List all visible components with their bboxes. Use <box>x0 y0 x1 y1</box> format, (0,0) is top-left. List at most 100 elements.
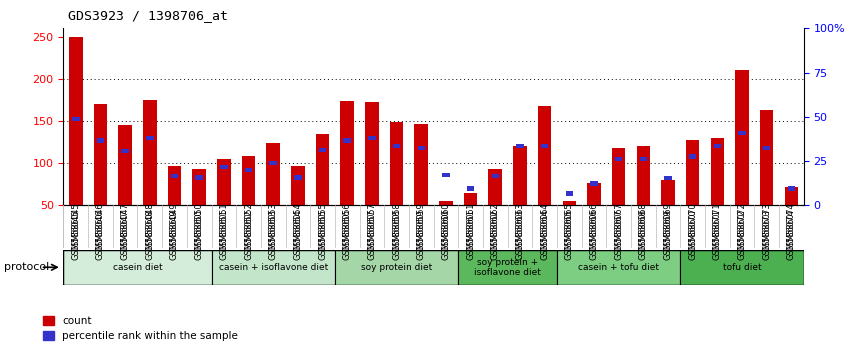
Text: GSM586074: GSM586074 <box>787 209 796 260</box>
Bar <box>195 175 203 179</box>
Text: GDS3923 / 1398706_at: GDS3923 / 1398706_at <box>68 9 228 22</box>
Text: GSM586053: GSM586053 <box>269 209 277 260</box>
Bar <box>242 156 255 205</box>
Bar <box>365 103 379 205</box>
Text: GSM586055: GSM586055 <box>318 209 327 259</box>
Bar <box>664 176 672 181</box>
Bar <box>439 201 453 205</box>
Text: GSM586052: GSM586052 <box>244 202 253 251</box>
Bar <box>94 104 107 205</box>
Bar <box>343 138 351 143</box>
Text: GSM586064: GSM586064 <box>540 202 549 251</box>
Bar <box>464 193 477 205</box>
Bar <box>393 144 400 148</box>
Bar <box>541 144 548 148</box>
Bar <box>563 201 576 205</box>
Bar <box>390 122 404 205</box>
Bar <box>662 180 675 205</box>
Bar <box>266 143 280 205</box>
Text: GSM586065: GSM586065 <box>565 209 574 260</box>
Text: GSM586064: GSM586064 <box>540 209 549 260</box>
Text: GSM586045: GSM586045 <box>71 209 80 259</box>
Bar <box>442 173 449 177</box>
Text: GSM586058: GSM586058 <box>392 202 401 251</box>
Text: GSM586063: GSM586063 <box>515 209 525 260</box>
Text: GSM586071: GSM586071 <box>713 209 722 260</box>
Text: GSM586070: GSM586070 <box>688 202 697 251</box>
Text: GSM586060: GSM586060 <box>442 202 450 251</box>
Bar <box>640 157 647 161</box>
Text: GSM586048: GSM586048 <box>146 209 154 260</box>
Text: GSM586048: GSM586048 <box>146 202 154 251</box>
Text: protocol: protocol <box>4 262 49 272</box>
Bar <box>735 70 749 205</box>
Text: GSM586068: GSM586068 <box>639 202 648 251</box>
Bar <box>143 100 157 205</box>
Bar <box>711 138 724 205</box>
Bar <box>488 169 502 205</box>
Text: GSM586066: GSM586066 <box>590 202 598 251</box>
Bar <box>96 138 104 143</box>
Text: GSM586051: GSM586051 <box>219 202 228 251</box>
Text: GSM586054: GSM586054 <box>294 209 302 259</box>
Bar <box>217 159 231 205</box>
Text: GSM586066: GSM586066 <box>590 209 598 260</box>
Text: GSM586045: GSM586045 <box>71 202 80 251</box>
Bar <box>168 166 181 205</box>
Bar <box>636 146 650 205</box>
Bar <box>63 250 211 285</box>
Bar <box>788 186 795 190</box>
Text: GSM586058: GSM586058 <box>392 209 401 260</box>
Bar <box>492 174 499 178</box>
Text: soy protein diet: soy protein diet <box>361 263 432 272</box>
Text: GSM586060: GSM586060 <box>442 209 450 260</box>
Bar <box>760 110 773 205</box>
Bar <box>368 136 376 140</box>
Text: GSM586062: GSM586062 <box>491 202 500 251</box>
Text: GSM586047: GSM586047 <box>121 209 129 260</box>
Text: GSM586073: GSM586073 <box>762 202 772 251</box>
Text: GSM586053: GSM586053 <box>269 202 277 251</box>
Text: GSM586049: GSM586049 <box>170 202 179 251</box>
Bar <box>192 169 206 205</box>
Text: GSM586050: GSM586050 <box>195 209 204 259</box>
Legend: count, percentile rank within the sample: count, percentile rank within the sample <box>39 312 242 345</box>
Bar <box>689 154 696 159</box>
Text: GSM586056: GSM586056 <box>343 209 352 260</box>
Text: GSM586062: GSM586062 <box>491 209 500 260</box>
Text: GSM586067: GSM586067 <box>614 202 624 251</box>
Bar <box>587 183 601 205</box>
Bar <box>335 250 459 285</box>
Bar <box>72 117 80 121</box>
Bar <box>467 186 475 190</box>
Bar <box>220 165 228 170</box>
Text: GSM586072: GSM586072 <box>738 202 746 251</box>
Bar <box>294 175 301 179</box>
Text: GSM586050: GSM586050 <box>195 202 204 251</box>
Bar <box>763 146 771 150</box>
Bar <box>538 106 552 205</box>
Bar <box>459 250 557 285</box>
Text: GSM586069: GSM586069 <box>663 209 673 260</box>
Text: GSM586074: GSM586074 <box>787 202 796 251</box>
Text: GSM586049: GSM586049 <box>170 209 179 259</box>
Bar <box>118 125 132 205</box>
Text: GSM586055: GSM586055 <box>318 202 327 251</box>
Bar <box>418 146 425 150</box>
Bar <box>316 134 329 205</box>
Text: GSM586046: GSM586046 <box>96 202 105 251</box>
Text: GSM586068: GSM586068 <box>639 209 648 260</box>
Text: GSM586061: GSM586061 <box>466 209 475 260</box>
Bar <box>591 181 597 185</box>
Text: GSM586069: GSM586069 <box>663 202 673 251</box>
Bar <box>340 101 354 205</box>
Text: GSM586073: GSM586073 <box>762 209 772 260</box>
Bar <box>291 166 305 205</box>
Text: GSM586059: GSM586059 <box>417 209 426 259</box>
Text: GSM586051: GSM586051 <box>219 209 228 259</box>
Bar <box>557 250 680 285</box>
Text: GSM586052: GSM586052 <box>244 209 253 259</box>
Text: soy protein +
isoflavone diet: soy protein + isoflavone diet <box>474 258 541 277</box>
Text: GSM586057: GSM586057 <box>367 202 376 251</box>
Bar <box>319 148 327 152</box>
